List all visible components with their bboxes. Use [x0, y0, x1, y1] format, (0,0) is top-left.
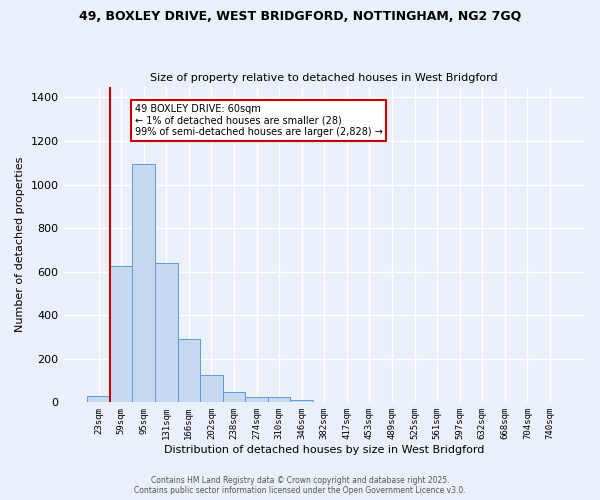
- Bar: [223, 392, 245, 402]
- Title: Size of property relative to detached houses in West Bridgford: Size of property relative to detached ho…: [151, 73, 498, 83]
- Bar: [200, 375, 223, 402]
- Bar: [268, 397, 290, 402]
- X-axis label: Distribution of detached houses by size in West Bridgford: Distribution of detached houses by size …: [164, 445, 484, 455]
- Bar: [290, 400, 313, 402]
- Bar: [178, 339, 200, 402]
- Bar: [110, 266, 133, 402]
- Y-axis label: Number of detached properties: Number of detached properties: [15, 157, 25, 332]
- Text: 49 BOXLEY DRIVE: 60sqm
← 1% of detached houses are smaller (28)
99% of semi-deta: 49 BOXLEY DRIVE: 60sqm ← 1% of detached …: [134, 104, 383, 137]
- Bar: [245, 397, 268, 402]
- Bar: [133, 164, 155, 402]
- Text: Contains HM Land Registry data © Crown copyright and database right 2025.
Contai: Contains HM Land Registry data © Crown c…: [134, 476, 466, 495]
- Bar: [155, 263, 178, 402]
- Text: 49, BOXLEY DRIVE, WEST BRIDGFORD, NOTTINGHAM, NG2 7GQ: 49, BOXLEY DRIVE, WEST BRIDGFORD, NOTTIN…: [79, 10, 521, 23]
- Bar: [87, 396, 110, 402]
